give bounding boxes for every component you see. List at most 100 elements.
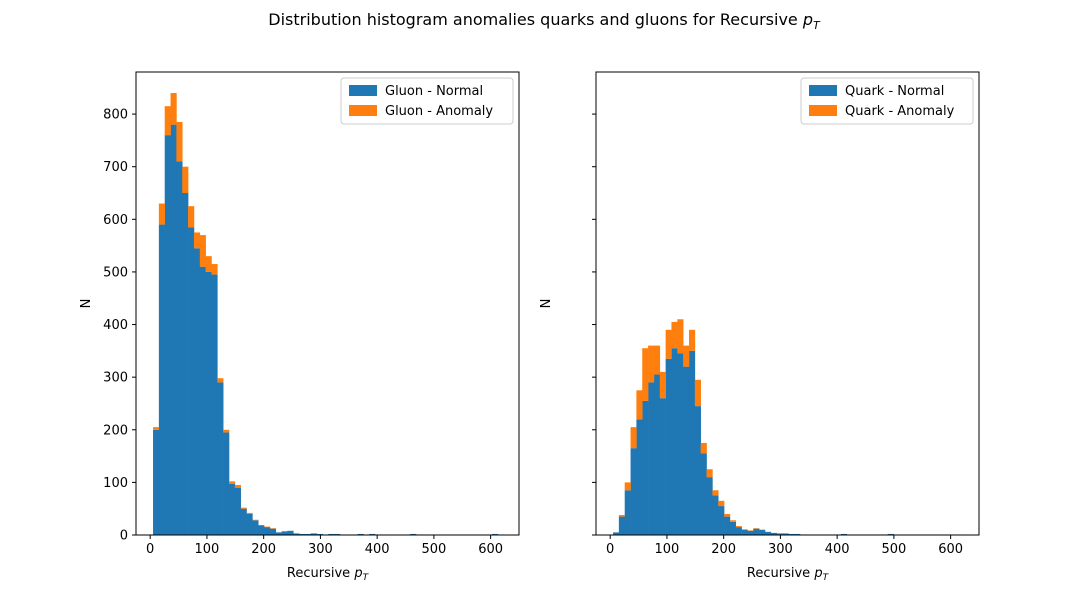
legend: Gluon - Normal Gluon - Anomaly: [340, 77, 514, 125]
histogram-bar: [170, 124, 177, 535]
histogram-bar: [659, 371, 666, 399]
histogram-bar: [642, 348, 649, 401]
legend-label: Quark - Anomaly: [845, 104, 955, 119]
x-axis-label-math-sub: T: [823, 573, 830, 583]
histogram-bar: [199, 235, 206, 267]
histogram-bar: [741, 529, 748, 530]
histogram-bar: [694, 406, 701, 535]
histogram-bar: [671, 321, 678, 349]
histogram-bar: [369, 533, 376, 535]
legend-swatch: [809, 105, 837, 116]
histogram-bar: [164, 135, 171, 536]
histogram-bar: [613, 532, 620, 535]
histogram-bar: [217, 378, 224, 383]
histogram-bar: [269, 528, 277, 535]
x-tick-label: 600: [478, 542, 503, 557]
x-axis-label-text: Recursive: [287, 566, 354, 581]
x-tick-label: 300: [308, 542, 333, 557]
x-tick-label: 600: [938, 542, 963, 557]
histogram-bar: [269, 528, 277, 529]
histogram-bar: [193, 248, 201, 535]
histogram-bar: [659, 398, 666, 535]
histogram-bar: [706, 469, 713, 478]
histogram-bar: [735, 527, 742, 535]
histogram-bar: [653, 345, 661, 375]
histogram-bar: [158, 224, 166, 536]
histogram-bar: [223, 429, 230, 433]
histogram-bar: [741, 529, 748, 535]
y-tick-label: 200: [103, 423, 128, 438]
histogram-bar: [275, 532, 282, 535]
y-tick-label: 600: [103, 213, 128, 228]
histogram-bar: [642, 400, 649, 535]
histogram-bar: [794, 533, 801, 535]
histogram-bar: [234, 487, 241, 535]
histogram-bar: [706, 477, 713, 535]
x-axis-label-math-letter: p: [353, 566, 362, 581]
y-axis-label: N: [539, 299, 554, 309]
histogram-bar: [618, 515, 626, 517]
histogram-bar: [630, 448, 637, 535]
histogram-bar: [630, 427, 637, 449]
histogram-bar: [700, 442, 707, 454]
x-axis-label: Recursive pT: [747, 566, 830, 583]
histogram-bar: [688, 329, 696, 351]
histogram-bar: [665, 329, 672, 359]
histogram-bar: [624, 482, 631, 491]
histogram-bar: [753, 528, 760, 535]
histogram-bar: [683, 345, 690, 367]
x-tick-label: 200: [711, 542, 736, 557]
histogram-bar: [234, 485, 241, 488]
histogram-bar: [357, 533, 364, 535]
histogram-bar: [887, 533, 894, 535]
histogram-bar: [624, 490, 631, 535]
histogram-bar: [199, 266, 206, 535]
histogram-bar: [211, 264, 218, 275]
histogram-bar: [287, 530, 294, 535]
histogram-bar: [753, 528, 760, 529]
x-axis-label-math-letter: p: [813, 566, 822, 581]
histogram-bar: [258, 525, 265, 526]
histogram-bar: [718, 506, 725, 535]
legend: Quark - Normal Quark - Anomaly: [800, 77, 974, 125]
figure-title-math-sub: T: [813, 19, 820, 33]
histogram-bar: [694, 379, 701, 407]
legend-label: Quark - Normal: [845, 84, 944, 99]
histogram-bar: [217, 382, 224, 535]
histogram-bar: [328, 533, 335, 535]
histogram-bar: [205, 271, 212, 535]
histogram-bar: [304, 533, 312, 535]
y-tick-label: 300: [103, 371, 128, 386]
y-tick-label: 700: [103, 160, 128, 175]
histogram-bar: [170, 93, 177, 125]
histogram-bar: [677, 319, 684, 354]
x-tick-label: 500: [881, 542, 906, 557]
histogram-bar: [182, 193, 189, 536]
histogram-bar: [223, 432, 230, 535]
histogram-bar: [316, 533, 323, 535]
x-tick-label: 500: [421, 542, 446, 557]
histogram-bar: [193, 232, 201, 249]
x-tick-label: 200: [251, 542, 276, 557]
histogram-bar: [618, 516, 626, 535]
histogram-bar: [747, 530, 754, 531]
histogram-bar: [293, 533, 300, 535]
histogram-bar: [153, 427, 160, 430]
histogram-bar: [764, 531, 772, 535]
histogram-bar: [776, 533, 783, 535]
histogram-bar: [188, 206, 195, 228]
legend-swatch: [809, 85, 837, 96]
histogram-bar: [718, 500, 725, 507]
histogram-bar: [729, 520, 737, 522]
y-tick-label: 800: [103, 108, 128, 123]
legend-label: Gluon - Anomaly: [385, 104, 493, 119]
histogram-bar: [228, 481, 236, 484]
histogram-bar: [252, 520, 259, 535]
histogram-bar: [724, 516, 731, 535]
histogram-bar: [264, 526, 271, 528]
histogram-bar: [653, 374, 661, 535]
histogram-bar: [176, 161, 183, 535]
histogram-bar: [158, 203, 166, 225]
histogram-bar: [334, 533, 341, 535]
legend-swatch: [349, 85, 377, 96]
